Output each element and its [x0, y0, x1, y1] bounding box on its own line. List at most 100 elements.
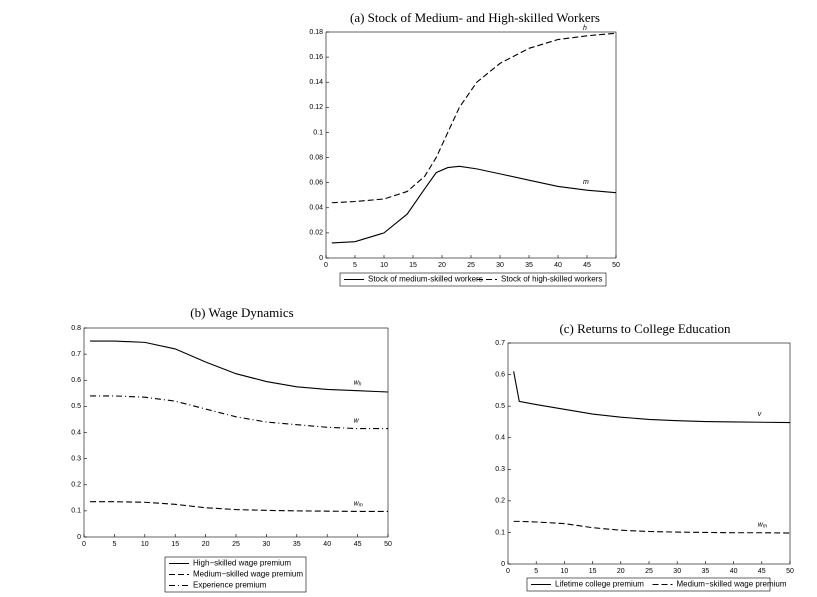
y-tick-label: 0.7 [495, 340, 505, 347]
y-tick-label: 0.3 [495, 466, 505, 473]
series-label-text: w [758, 522, 764, 529]
y-tick-label: 0.18 [309, 29, 323, 36]
y-tick-label: 0.1 [495, 529, 505, 536]
chart-title: (a) Stock of Medium- and High-skilled Wo… [350, 10, 600, 25]
y-tick-label: 0.2 [495, 498, 505, 505]
plot-frame [83, 327, 389, 538]
x-tick-label: 5 [112, 541, 116, 548]
series-line [90, 501, 388, 512]
x-tick-label: 0 [324, 262, 328, 269]
series-label-text: w [354, 380, 360, 387]
y-tick-label: 0.6 [71, 377, 81, 384]
x-tick-label: 0 [506, 568, 510, 575]
y-tick-label: 0.7 [71, 351, 81, 358]
series-label: wm [354, 500, 363, 508]
y-tick-label: 0 [501, 561, 505, 568]
y-tick-label: 0.5 [71, 403, 81, 410]
x-tick-label: 15 [589, 568, 597, 575]
y-tick-label: 0.12 [309, 104, 323, 111]
y-tick-label: 0.4 [495, 435, 505, 442]
series-line [90, 340, 389, 393]
legend-label: Stock of medium-skilled workers [368, 275, 483, 284]
series-label: m [583, 179, 589, 186]
legend-label: Medium−skilled wage premium [677, 580, 787, 589]
series-line [513, 520, 791, 534]
x-tick-label: 5 [353, 262, 357, 269]
series-label-sub: m [763, 524, 767, 530]
series-label-text: w [354, 417, 360, 424]
series-line [513, 371, 791, 424]
y-tick-label: 0.1 [313, 129, 323, 136]
series-label: h [583, 25, 587, 32]
x-tick-label: 50 [384, 541, 392, 548]
x-tick-label: 10 [380, 262, 388, 269]
x-tick-label: 5 [534, 568, 538, 575]
series-line [331, 165, 617, 244]
plot-frame [325, 31, 617, 259]
y-tick-label: 0.16 [309, 54, 323, 61]
y-tick-label: 0.2 [71, 482, 81, 489]
x-tick-label: 25 [467, 262, 475, 269]
x-tick-label: 50 [786, 568, 794, 575]
y-tick-label: 0.04 [309, 205, 323, 212]
y-tick-label: 0.1 [71, 508, 81, 515]
x-tick-label: 10 [141, 541, 149, 548]
x-tick-label: 20 [438, 262, 446, 269]
legend-label: Lifetime college premium [555, 580, 644, 589]
series-line [90, 395, 388, 430]
chart-title: (b) Wage Dynamics [190, 305, 293, 320]
chart-title: (c) Returns to College Education [559, 321, 731, 336]
x-tick-label: 40 [730, 568, 738, 575]
x-tick-label: 35 [293, 541, 301, 548]
y-tick-label: 0.02 [309, 230, 323, 237]
y-tick-label: 0.6 [495, 371, 505, 378]
y-tick-label: 0.08 [309, 154, 323, 161]
x-tick-label: 15 [171, 541, 179, 548]
x-tick-label: 40 [323, 541, 331, 548]
legend-label: High−skilled wage premium [193, 559, 291, 568]
legend-label: Stock of high-skilled workers [501, 275, 602, 284]
x-tick-label: 30 [263, 541, 271, 548]
y-tick-label: 0 [319, 255, 323, 262]
series-label-text: m [583, 179, 589, 186]
x-tick-label: 50 [612, 262, 620, 269]
x-tick-label: 20 [202, 541, 210, 548]
series-label: v [758, 411, 762, 418]
series-label-sub: m [359, 503, 363, 509]
x-tick-label: 45 [354, 541, 362, 548]
x-tick-label: 35 [525, 262, 533, 269]
y-tick-label: 0.3 [71, 455, 81, 462]
legend-label: Medium−skilled wage premium [193, 570, 303, 579]
y-tick-label: 0 [77, 534, 81, 541]
series-line [331, 32, 617, 204]
x-tick-label: 20 [617, 568, 625, 575]
series-label-text: v [758, 411, 762, 418]
series-label: wm [758, 522, 767, 530]
x-tick-label: 15 [409, 262, 417, 269]
x-tick-label: 30 [673, 568, 681, 575]
y-tick-label: 0.4 [71, 429, 81, 436]
y-tick-label: 0.5 [495, 403, 505, 410]
x-tick-label: 35 [702, 568, 710, 575]
y-tick-label: 0.06 [309, 180, 323, 187]
legend-box [526, 577, 771, 592]
series-label-text: w [354, 500, 360, 507]
x-tick-label: 25 [645, 568, 653, 575]
x-tick-label: 45 [583, 262, 591, 269]
legend-box [339, 272, 607, 287]
legend-label: Experience premium [193, 581, 267, 590]
x-tick-label: 0 [82, 541, 86, 548]
y-tick-label: 0.14 [309, 79, 323, 86]
x-tick-label: 10 [561, 568, 569, 575]
x-tick-label: 40 [554, 262, 562, 269]
x-tick-label: 45 [758, 568, 766, 575]
series-label-text: h [583, 25, 587, 32]
series-label-sub: h [359, 382, 362, 388]
y-tick-label: 0.8 [71, 325, 81, 332]
x-tick-label: 25 [232, 541, 240, 548]
series-label: w [354, 417, 360, 424]
plot-frame [507, 342, 791, 565]
series-label: wh [354, 380, 362, 388]
